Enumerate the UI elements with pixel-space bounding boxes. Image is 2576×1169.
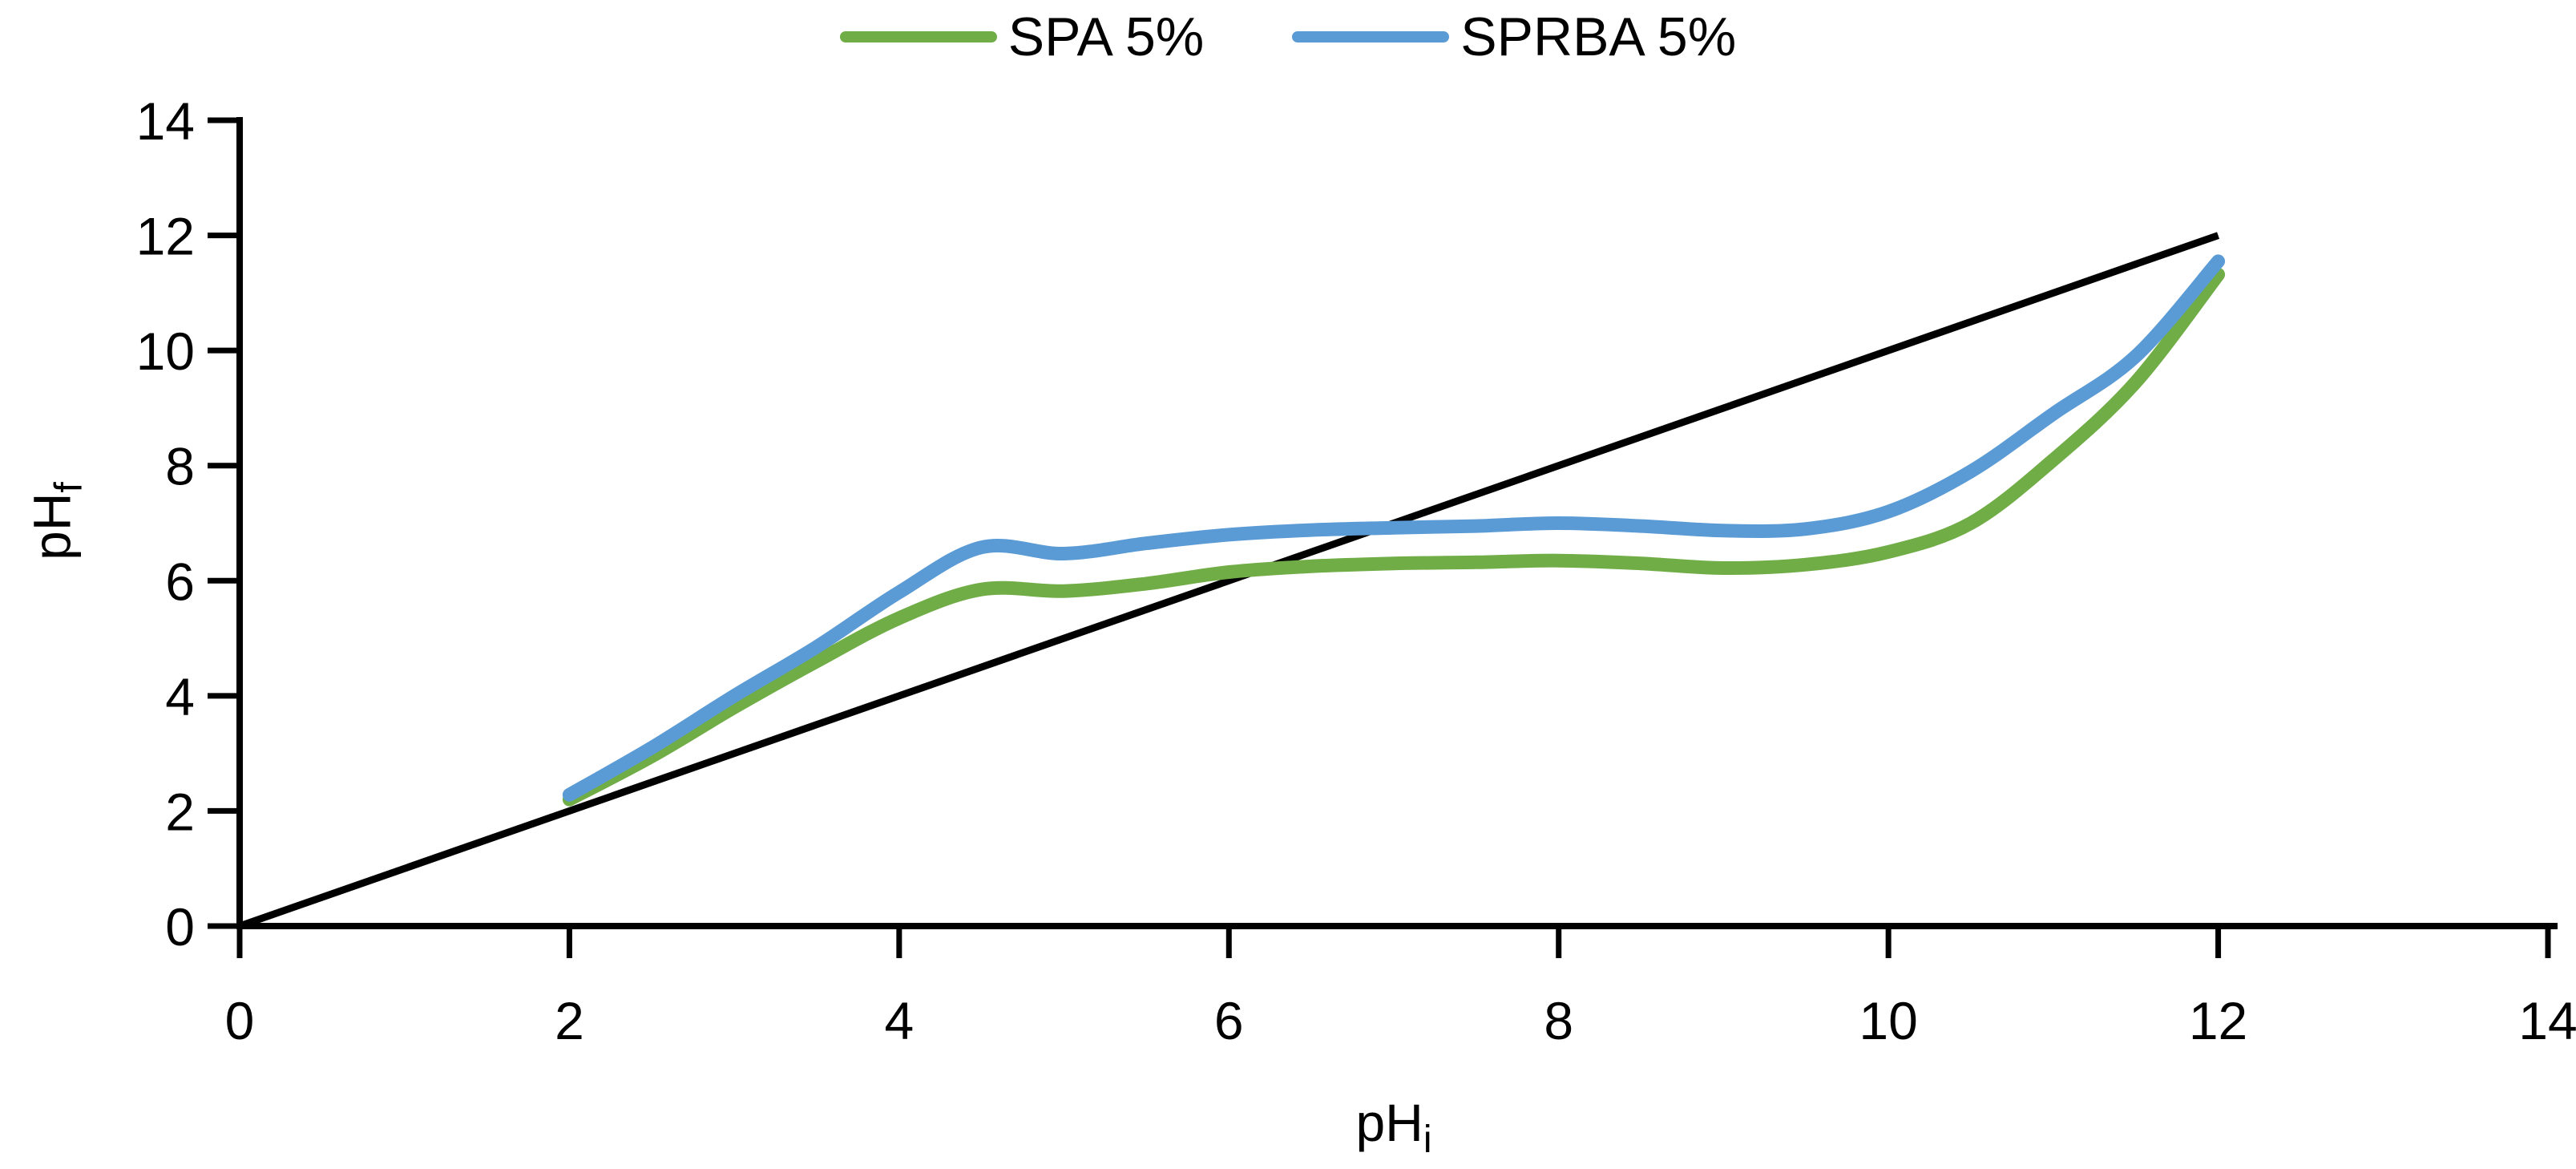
spa-series-curve — [562, 267, 2226, 807]
x-tick-label: 6 — [1214, 991, 1244, 1050]
y-tick-label: 8 — [165, 437, 195, 496]
x-tick-label: 0 — [225, 991, 255, 1050]
x-tick-label: 12 — [2189, 991, 2247, 1050]
legend-item-spa: SPA 5% — [839, 5, 1205, 69]
x-tick-label: 8 — [1544, 991, 1573, 1050]
y-tick-label: 14 — [136, 91, 195, 151]
y-tick-label: 4 — [165, 667, 195, 726]
legend-label-spa: SPA 5% — [1007, 6, 1205, 67]
reference-diagonal-line — [238, 232, 2220, 930]
sprba-line-swatch — [1292, 31, 1450, 42]
x-tick-label: 2 — [555, 991, 584, 1050]
y-tick-label: 10 — [136, 322, 195, 381]
y-tick-label: 6 — [165, 552, 195, 611]
x-axis-title: pHi — [1355, 1093, 1432, 1162]
y-tick-label: 2 — [165, 782, 195, 841]
sprba-series-curve — [562, 254, 2226, 802]
y-axis-title: pHf — [22, 482, 91, 560]
y-tick-label: 12 — [136, 207, 195, 266]
x-tick-label: 14 — [2518, 991, 2576, 1050]
legend-label-sprba: SPRBA 5% — [1460, 6, 1737, 67]
x-tick-label: 4 — [884, 991, 914, 1050]
chart-legend: SPA 5% SPRBA 5% — [0, 5, 2576, 69]
legend-item-sprba: SPRBA 5% — [1292, 5, 1736, 69]
x-tick-label: 10 — [1859, 991, 1917, 1050]
y-tick-label: 0 — [165, 897, 195, 957]
spa-line-swatch — [839, 31, 997, 42]
